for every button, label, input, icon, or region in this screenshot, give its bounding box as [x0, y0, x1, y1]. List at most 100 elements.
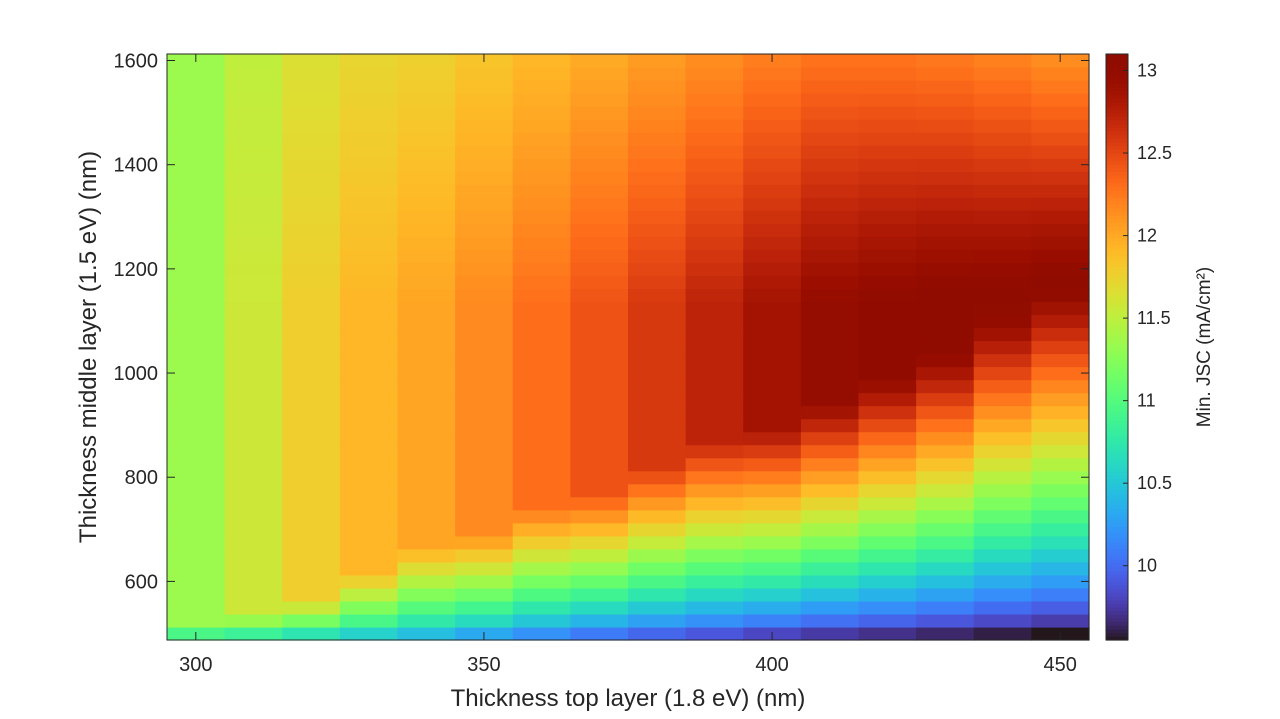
heatmap-cell [916, 353, 975, 368]
heatmap-cell [685, 457, 744, 472]
colorbar-segment [1106, 292, 1128, 297]
heatmap-cell [570, 600, 629, 615]
heatmap-cell [973, 171, 1032, 185]
colorbar-segment [1106, 314, 1128, 319]
heatmap-cell [397, 262, 456, 276]
heatmap-cell [455, 574, 514, 589]
heatmap-cell [973, 561, 1032, 576]
heatmap-cell [800, 171, 860, 185]
heatmap-cell [282, 158, 341, 172]
heatmap-cell [167, 158, 226, 172]
heatmap-cell [973, 587, 1032, 602]
heatmap-cell [224, 158, 283, 172]
heatmap-cell [339, 392, 399, 407]
colorbar-segment [1106, 204, 1128, 209]
heatmap-cell [858, 236, 917, 250]
heatmap-cell [800, 158, 860, 172]
colorbar-segment [1106, 453, 1128, 458]
heatmap-cell [455, 405, 514, 420]
heatmap-cell [685, 132, 744, 146]
heatmap-cell [916, 392, 975, 407]
heatmap-cell [224, 197, 283, 211]
heatmap-cell [973, 301, 1032, 316]
heatmap-cell [916, 132, 975, 146]
heatmap-cell [224, 275, 283, 289]
heatmap-cell [282, 418, 341, 433]
heatmap-cell [397, 379, 456, 394]
heatmap-cell [167, 561, 226, 576]
heatmap-cell [339, 236, 399, 250]
heatmap-cell [512, 54, 571, 68]
heatmap-cell [1031, 119, 1090, 133]
heatmap-cell [916, 249, 975, 263]
heatmap-cell [570, 418, 629, 433]
heatmap-cell [282, 327, 341, 342]
heatmap-cell [800, 54, 860, 68]
heatmap-cell [628, 548, 687, 563]
heatmap-cell [628, 457, 687, 472]
heatmap-cell [916, 223, 975, 237]
heatmap-cell [858, 574, 917, 589]
heatmap-cell [570, 626, 629, 641]
heatmap-cell [282, 197, 341, 211]
heatmap-cell [282, 106, 341, 120]
heatmap-cell [685, 379, 744, 394]
heatmap-cell [167, 483, 226, 498]
heatmap-cell [570, 132, 629, 146]
heatmap-cell [570, 470, 629, 485]
heatmap-cell [858, 561, 917, 576]
heatmap-cell [339, 158, 399, 172]
heatmap-cell [455, 145, 514, 159]
colorbar-segment [1106, 625, 1128, 630]
heatmap-cell [167, 249, 226, 263]
heatmap-cell [858, 210, 917, 224]
heatmap-cell [973, 145, 1032, 159]
heatmap-cell [455, 80, 514, 94]
colorbar-segment [1106, 310, 1128, 315]
heatmap-cell [743, 587, 802, 602]
heatmap-cell [512, 275, 571, 289]
heatmap-cell [570, 509, 629, 524]
heatmap-cell [800, 132, 860, 146]
colorbar-segment [1106, 116, 1128, 121]
heatmap-cell [339, 106, 399, 120]
heatmap-cell [455, 171, 514, 185]
heatmap-cell [455, 392, 514, 407]
heatmap-cell [743, 262, 802, 276]
colorbar-segment [1106, 222, 1128, 227]
colorbar-segment [1106, 237, 1128, 242]
heatmap-cell [282, 444, 341, 459]
heatmap-cell [1031, 158, 1090, 172]
heatmap-cell [743, 249, 802, 263]
heatmap-cell [916, 431, 975, 446]
heatmap-cell [397, 223, 456, 237]
colorbar [1106, 54, 1128, 641]
heatmap-cell [339, 366, 399, 381]
heatmap-cell [973, 626, 1032, 641]
colorbar-segment [1106, 614, 1128, 619]
heatmap-cell [1031, 535, 1090, 550]
heatmap-cell [397, 327, 456, 342]
heatmap-cell [512, 262, 571, 276]
heatmap-cell [512, 171, 571, 185]
heatmap-cell [339, 470, 399, 485]
heatmap-cell [743, 613, 802, 628]
heatmap-cell [916, 106, 975, 120]
heatmap-cell [685, 80, 744, 94]
colorbar-segment [1106, 387, 1128, 392]
heatmap-cell [1031, 522, 1090, 537]
heatmap-cell [167, 275, 226, 289]
heatmap-cell [570, 314, 629, 329]
heatmap-cell [282, 600, 341, 615]
heatmap-cell [800, 275, 860, 289]
colorbar-segment [1106, 105, 1128, 110]
heatmap-cell [455, 119, 514, 133]
heatmap-cell [224, 262, 283, 276]
colorbar-tick-label: 12 [1137, 226, 1157, 246]
heatmap-cell [167, 106, 226, 120]
heatmap-cell [167, 327, 226, 342]
heatmap-cell [858, 340, 917, 355]
heatmap-cell [628, 600, 687, 615]
heatmap-cell [167, 340, 226, 355]
heatmap-cell [167, 184, 226, 198]
